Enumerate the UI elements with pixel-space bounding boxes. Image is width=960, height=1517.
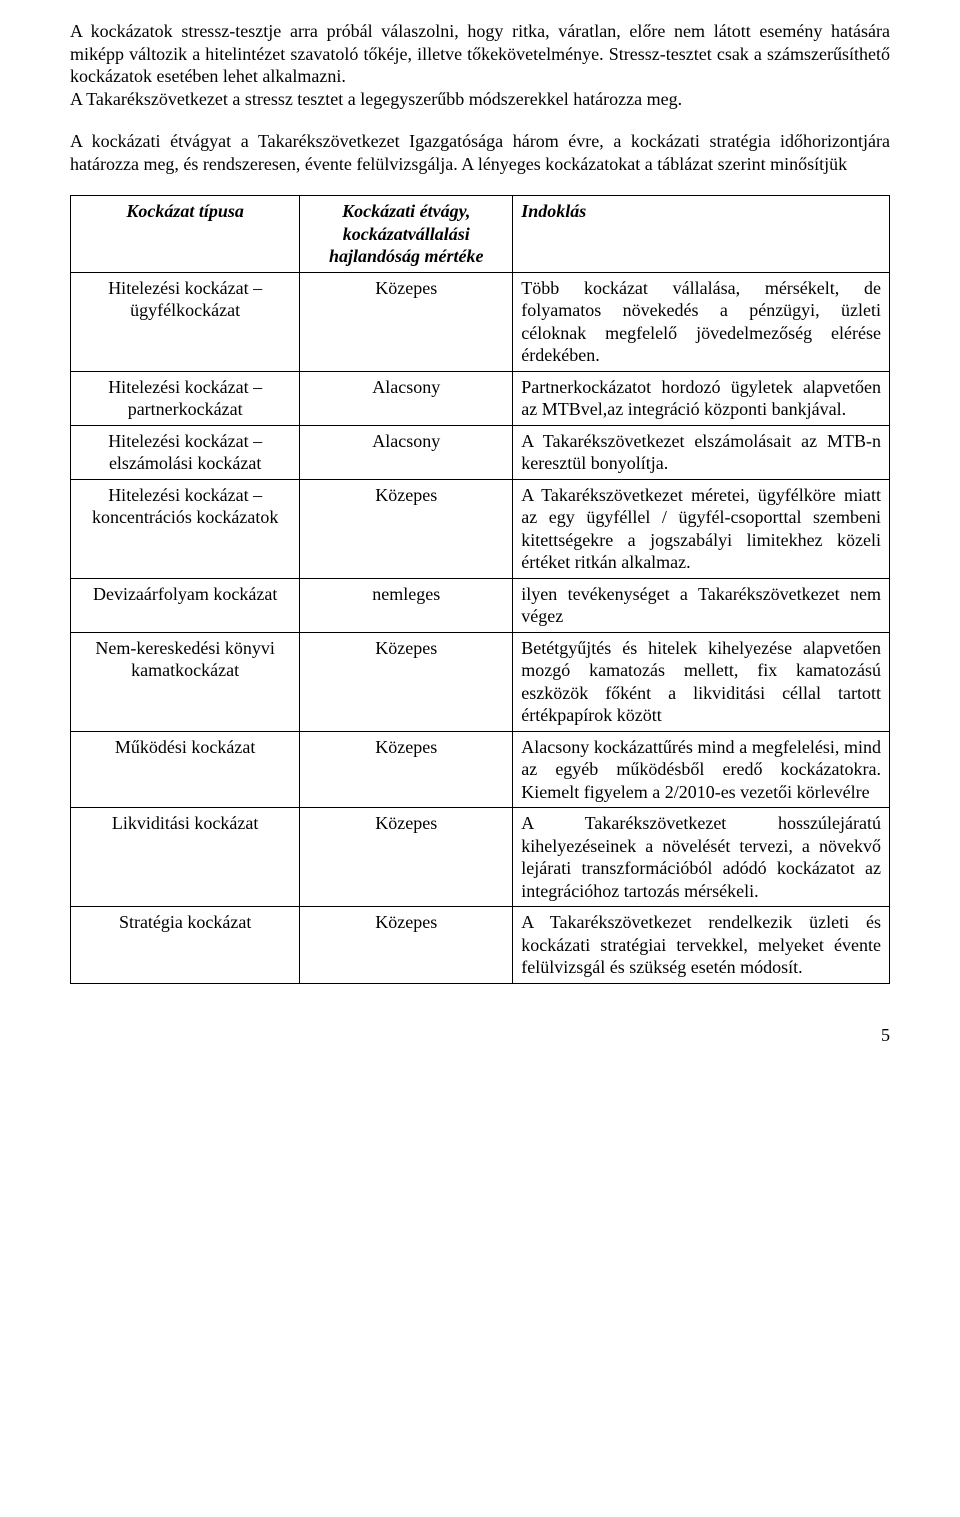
row-level: Közepes [300, 272, 513, 371]
row-reason: Partnerkockázatot hordozó ügyletek alapv… [513, 371, 890, 425]
row-reason: Betétgyűjtés és hitelek kihelyezése alap… [513, 632, 890, 731]
table-row: Devizaárfolyam kockázat nemleges ilyen t… [71, 578, 890, 632]
row-type: Működési kockázat [71, 731, 300, 808]
table-row: Hitelezési kockázat – koncentrációs kock… [71, 479, 890, 578]
paragraph-appetite: A kockázati étvágyat a Takarékszövetkeze… [70, 130, 890, 175]
row-level: nemleges [300, 578, 513, 632]
table-row: Működési kockázat Közepes Alacsony kocká… [71, 731, 890, 808]
row-type: Stratégia kockázat [71, 907, 300, 984]
risk-table: Kockázat típusa Kockázati étvágy, kockáz… [70, 195, 890, 984]
row-level: Közepes [300, 808, 513, 907]
paragraph-intro-text-1: A kockázatok stressz-tesztje arra próbál… [70, 21, 890, 86]
row-type: Hitelezési kockázat – partnerkockázat [71, 371, 300, 425]
table-row: Hitelezési kockázat – partnerkockázat Al… [71, 371, 890, 425]
row-reason: Alacsony kockázattűrés mind a megfelelés… [513, 731, 890, 808]
row-level: Közepes [300, 907, 513, 984]
row-type: Devizaárfolyam kockázat [71, 578, 300, 632]
row-level: Közepes [300, 632, 513, 731]
table-row: Hitelezési kockázat – elszámolási kockáz… [71, 425, 890, 479]
table-row: Likviditási kockázat Közepes A Takaréksz… [71, 808, 890, 907]
row-level: Közepes [300, 479, 513, 578]
row-reason: A Takarékszövetkezet elszámolásait az MT… [513, 425, 890, 479]
table-header-row: Kockázat típusa Kockázati étvágy, kockáz… [71, 196, 890, 273]
row-type: Nem-kereskedési könyvi kamatkockázat [71, 632, 300, 731]
header-reason: Indoklás [513, 196, 890, 273]
row-type: Likviditási kockázat [71, 808, 300, 907]
row-reason: A Takarékszövetkezet hosszúlejáratú kihe… [513, 808, 890, 907]
row-level: Közepes [300, 731, 513, 808]
paragraph-intro: A kockázatok stressz-tesztje arra próbál… [70, 20, 890, 110]
row-reason: Több kockázat vállalása, mérsékelt, de f… [513, 272, 890, 371]
row-reason: A Takarékszövetkezet rendelkezik üzleti … [513, 907, 890, 984]
page-number: 5 [70, 1024, 890, 1047]
row-level: Alacsony [300, 371, 513, 425]
table-row: Hitelezési kockázat – ügyfélkockázat Köz… [71, 272, 890, 371]
row-type: Hitelezési kockázat – koncentrációs kock… [71, 479, 300, 578]
row-reason: ilyen tevékenységet a Takarékszövetkezet… [513, 578, 890, 632]
table-row: Stratégia kockázat Közepes A Takarékszöv… [71, 907, 890, 984]
table-row: Nem-kereskedési könyvi kamatkockázat Köz… [71, 632, 890, 731]
row-type: Hitelezési kockázat – elszámolási kockáz… [71, 425, 300, 479]
header-level: Kockázati étvágy, kockázatvállalási hajl… [300, 196, 513, 273]
paragraph-intro-text-2: A Takarékszövetkezet a stressz tesztet a… [70, 89, 682, 109]
header-type: Kockázat típusa [71, 196, 300, 273]
row-level: Alacsony [300, 425, 513, 479]
row-reason: A Takarékszövetkezet méretei, ügyfélköre… [513, 479, 890, 578]
document-page: A kockázatok stressz-tesztje arra próbál… [0, 0, 960, 1086]
row-type: Hitelezési kockázat – ügyfélkockázat [71, 272, 300, 371]
